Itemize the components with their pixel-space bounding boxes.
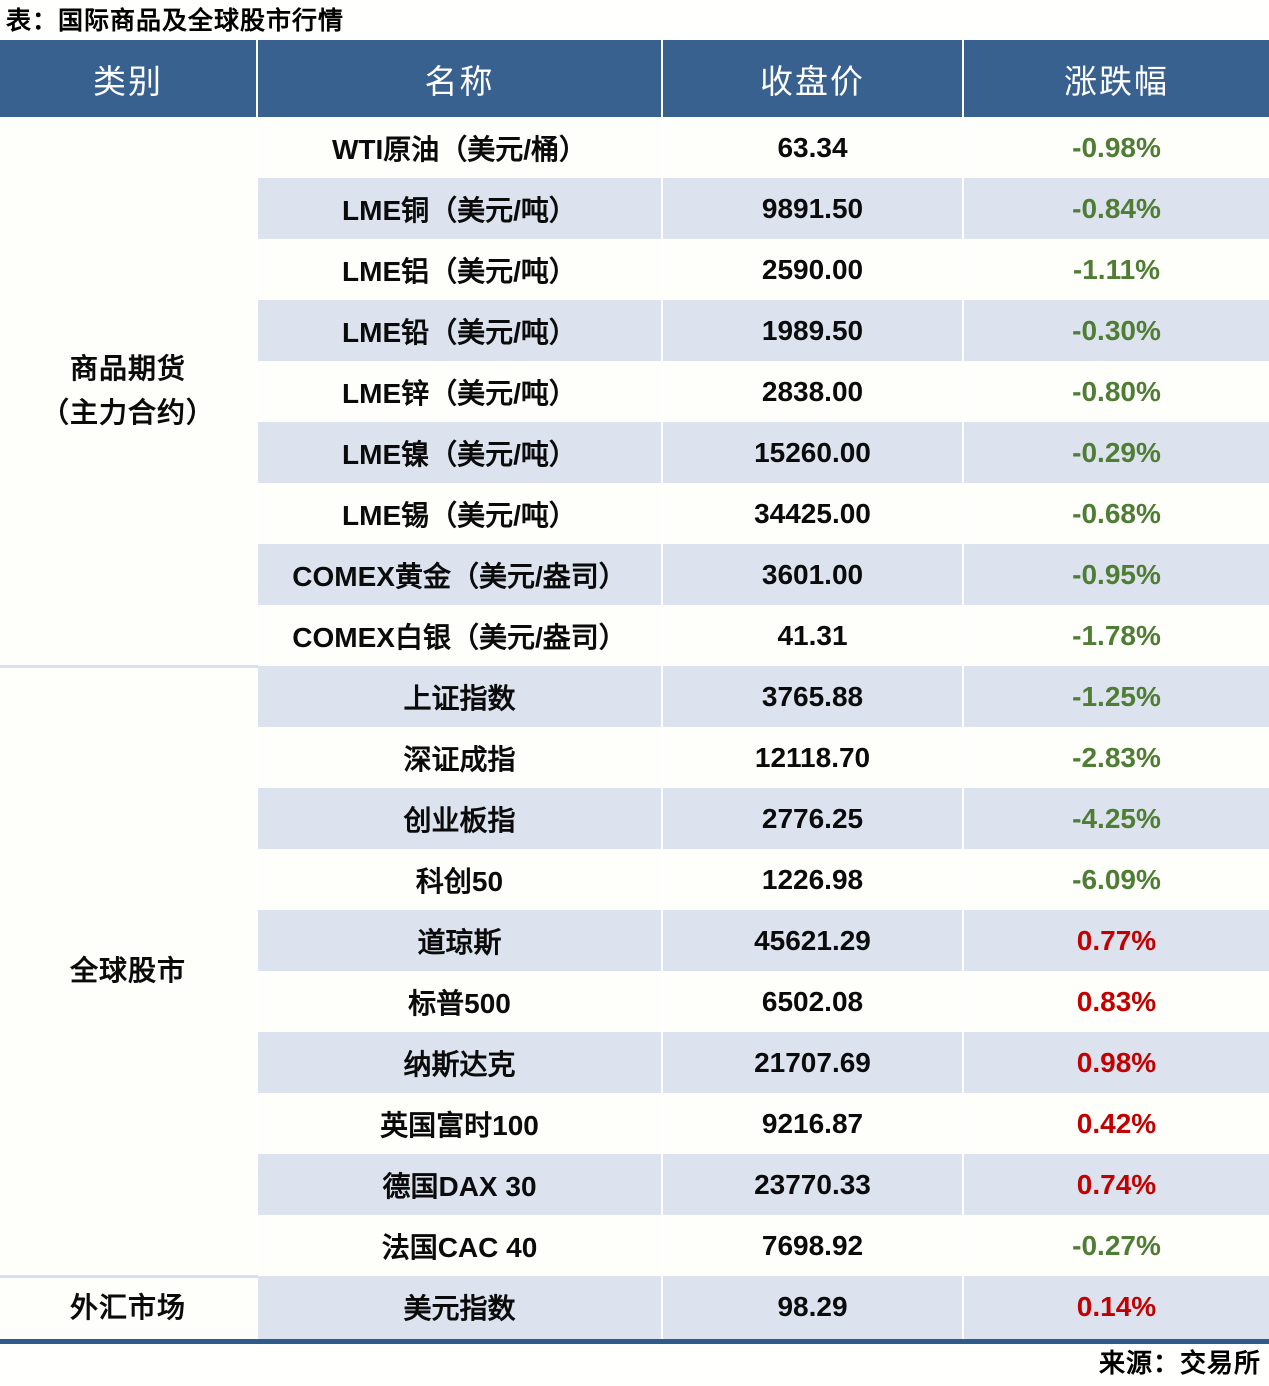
table-row: 纳斯达克 21707.69 0.98% (0, 1032, 1269, 1093)
change-percent-cell: -0.29% (963, 422, 1269, 483)
category-label: 外汇市场 (69, 1292, 186, 1323)
column-header-name: 名称 (257, 40, 663, 117)
close-price-cell: 1989.50 (662, 300, 964, 361)
change-percent-cell: 0.74% (963, 1154, 1269, 1215)
instrument-name-cell: LME铅（美元/吨） (257, 300, 663, 361)
table-row: COMEX黄金（美元/盎司） 3601.00 -0.95% (0, 544, 1269, 605)
table-row: 法国CAC 40 7698.92 -0.27% (0, 1215, 1269, 1276)
category-cell: 外汇市场 (0, 1274, 258, 1341)
table-header-row: 类别 名称 收盘价 涨跌幅 (0, 40, 1269, 117)
instrument-name-cell: 标普500 (257, 971, 663, 1032)
table-row: 全球股市 上证指数 3765.88 -1.25% (0, 664, 1269, 1276)
instrument-name-cell: COMEX黄金（美元/盎司） (257, 544, 663, 605)
table-row: 创业板指 2776.25 -4.25% (0, 788, 1269, 849)
close-price-cell: 3765.88 (662, 666, 964, 727)
instrument-name-cell: LME铝（美元/吨） (257, 239, 663, 300)
table-row: 科创50 1226.98 -6.09% (0, 849, 1269, 910)
change-percent-cell: -0.68% (963, 483, 1269, 544)
table-row: 道琼斯 45621.29 0.77% (0, 910, 1269, 971)
change-percent-cell: -0.27% (963, 1215, 1269, 1276)
close-price-cell: 6502.08 (662, 971, 964, 1032)
close-price-cell: 1226.98 (662, 849, 964, 910)
close-price-cell: 3601.00 (662, 544, 964, 605)
column-header-close: 收盘价 (662, 40, 964, 117)
change-percent-cell: -0.30% (963, 300, 1269, 361)
instrument-name-cell: 英国富时100 (257, 1093, 663, 1154)
column-header-change: 涨跌幅 (963, 40, 1269, 117)
close-price-cell: 9891.50 (662, 178, 964, 239)
instrument-name-cell: 创业板指 (257, 788, 663, 849)
close-price-cell: 45621.29 (662, 910, 964, 971)
change-percent-cell: -1.78% (963, 605, 1269, 666)
category-cell: 商品期货 （主力合约） (0, 117, 258, 666)
close-price-cell: 15260.00 (662, 422, 964, 483)
instrument-name-cell: 纳斯达克 (257, 1032, 663, 1093)
instrument-name-cell: 美元指数 (257, 1276, 663, 1341)
table-row: LME铜（美元/吨） 9891.50 -0.84% (0, 178, 1269, 239)
table-row: 英国富时100 9216.87 0.42% (0, 1093, 1269, 1154)
close-price-cell: 63.34 (662, 117, 964, 178)
source-note: 来源：交易所 (1098, 1348, 1261, 1378)
change-percent-cell: -2.83% (963, 727, 1269, 788)
change-percent-cell: 0.77% (963, 910, 1269, 971)
table-row: 商品期货 （主力合约） WTI原油（美元/桶） 63.34 -0.98% (0, 117, 1269, 666)
close-price-cell: 2776.25 (662, 788, 964, 849)
close-price-cell: 2838.00 (662, 361, 964, 422)
change-percent-cell: 0.42% (963, 1093, 1269, 1154)
instrument-name-cell: 科创50 (257, 849, 663, 910)
close-price-cell: 23770.33 (662, 1154, 964, 1215)
change-percent-cell: -0.80% (963, 361, 1269, 422)
instrument-name-cell: LME铜（美元/吨） (257, 178, 663, 239)
instrument-name-cell: 法国CAC 40 (257, 1215, 663, 1276)
change-percent-cell: 0.14% (963, 1276, 1269, 1341)
table-row: LME锡（美元/吨） 34425.00 -0.68% (0, 483, 1269, 544)
table-row: 标普500 6502.08 0.83% (0, 971, 1269, 1032)
table-row: COMEX白银（美元/盎司） 41.31 -1.78% (0, 605, 1269, 666)
change-percent-cell: -1.25% (963, 666, 1269, 727)
change-percent-cell: -1.11% (963, 239, 1269, 300)
instrument-name-cell: LME镍（美元/吨） (257, 422, 663, 483)
instrument-name-cell: 道琼斯 (257, 910, 663, 971)
table-row: 外汇市场 美元指数 98.29 0.14% (0, 1274, 1269, 1341)
table-row: 深证成指 12118.70 -2.83% (0, 727, 1269, 788)
instrument-name-cell: 德国DAX 30 (257, 1154, 663, 1215)
category-cell: 全球股市 (0, 664, 258, 1276)
instrument-name-cell: LME锡（美元/吨） (257, 483, 663, 544)
change-percent-cell: -0.84% (963, 178, 1269, 239)
column-header-category: 类别 (0, 40, 258, 117)
market-table: 类别 名称 收盘价 涨跌幅 商品期货 （主力合约） WTI原油（美元/桶） 63.34… (0, 40, 1269, 1344)
change-percent-cell: -6.09% (963, 849, 1269, 910)
close-price-cell: 7698.92 (662, 1215, 964, 1276)
close-price-cell: 21707.69 (662, 1032, 964, 1093)
table-body: 商品期货 （主力合约） WTI原油（美元/桶） 63.34 -0.98% LME铜（美元/… (0, 117, 1269, 1341)
category-label: 商品期货 (69, 352, 186, 384)
change-percent-cell: -0.98% (963, 117, 1269, 178)
table-row: LME锌（美元/吨） 2838.00 -0.80% (0, 361, 1269, 422)
close-price-cell: 9216.87 (662, 1093, 964, 1154)
instrument-name-cell: WTI原油（美元/桶） (257, 117, 663, 178)
close-price-cell: 12118.70 (662, 727, 964, 788)
table-row: 德国DAX 30 23770.33 0.74% (0, 1154, 1269, 1215)
page-title: 表：国际商品及全球股市行情 (6, 7, 345, 35)
close-price-cell: 2590.00 (662, 239, 964, 300)
close-price-cell: 41.31 (662, 605, 964, 666)
change-percent-cell: 0.98% (963, 1032, 1269, 1093)
change-percent-cell: -4.25% (963, 788, 1269, 849)
close-price-cell: 98.29 (662, 1276, 964, 1341)
instrument-name-cell: 深证成指 (257, 727, 663, 788)
close-price-cell: 34425.00 (662, 483, 964, 544)
instrument-name-cell: 上证指数 (257, 666, 663, 727)
category-label: （主力合约） (40, 396, 215, 428)
instrument-name-cell: LME锌（美元/吨） (257, 361, 663, 422)
category-label: 全球股市 (69, 955, 186, 986)
change-percent-cell: -0.95% (963, 544, 1269, 605)
table-row: LME镍（美元/吨） 15260.00 -0.29% (0, 422, 1269, 483)
change-percent-cell: 0.83% (963, 971, 1269, 1032)
table-row: LME铝（美元/吨） 2590.00 -1.11% (0, 239, 1269, 300)
instrument-name-cell: COMEX白银（美元/盎司） (257, 605, 663, 666)
table-row: LME铅（美元/吨） 1989.50 -0.30% (0, 300, 1269, 361)
